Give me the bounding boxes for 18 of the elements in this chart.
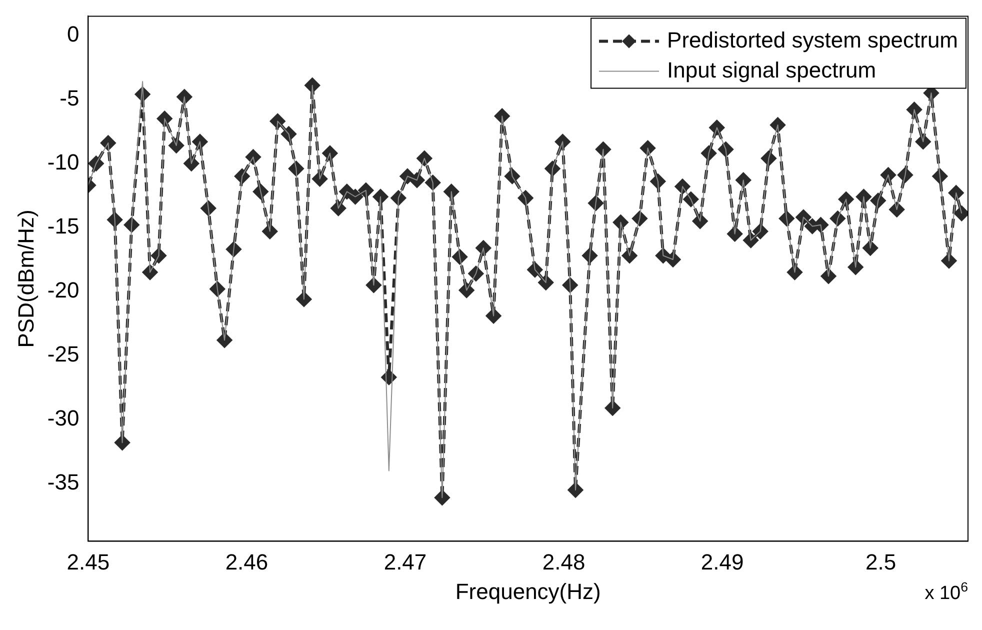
y-tick-label: 0 (66, 21, 80, 46)
x-tick-label: 2.47 (384, 549, 427, 574)
x-axis-title: Frequency(Hz) (455, 578, 601, 604)
x-tick-label: 2.49 (700, 549, 744, 574)
y-tick-label: -5 (60, 85, 80, 110)
y-tick-label: -15 (47, 214, 80, 239)
x-tick-label: 2.48 (542, 549, 586, 574)
y-tick-label: -30 (47, 406, 80, 431)
x-tick-label: 2.46 (225, 549, 268, 574)
y-tick-label: -10 (47, 150, 80, 175)
x-tick-label: 2.45 (66, 549, 110, 574)
y-tick-label: -35 (47, 470, 80, 495)
legend-label: Predistorted system spectrum (667, 27, 958, 52)
y-axis-title: PSD(dBm/Hz) (13, 210, 38, 348)
x-tick-label: 2.5 (866, 549, 896, 574)
y-tick-label: -20 (47, 278, 80, 303)
legend-label: Input signal spectrum (667, 57, 876, 82)
y-tick-label: -25 (47, 342, 80, 367)
